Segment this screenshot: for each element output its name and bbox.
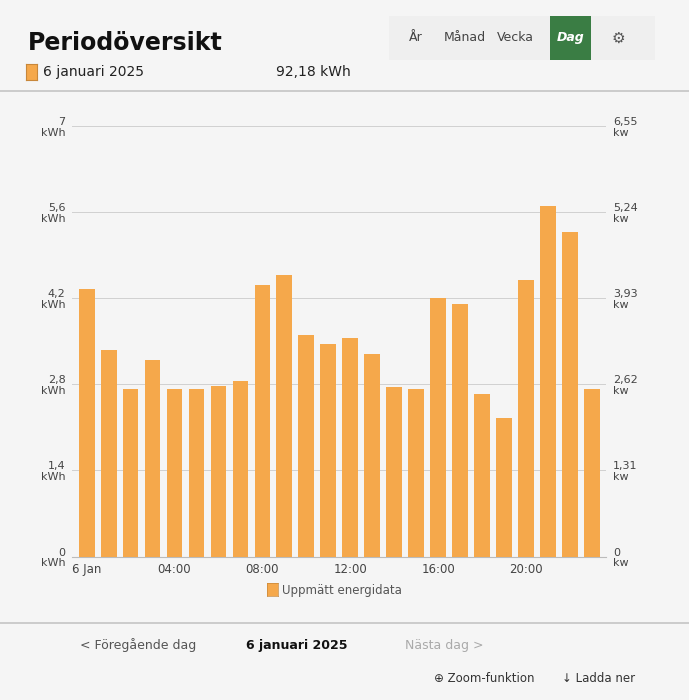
Bar	[211, 386, 227, 556]
Bar	[452, 304, 468, 556]
Bar	[342, 338, 358, 556]
Bar	[101, 351, 116, 556]
Text: Dag: Dag	[557, 32, 584, 44]
Text: 92,18 kWh: 92,18 kWh	[276, 65, 350, 79]
Bar	[145, 360, 161, 556]
Bar	[387, 387, 402, 556]
Text: År: År	[409, 32, 423, 44]
Bar	[584, 389, 600, 556]
Bar	[123, 389, 138, 556]
Bar	[496, 418, 512, 556]
Bar	[254, 285, 270, 556]
Text: Månad: Månad	[443, 32, 486, 44]
Text: < Föregående dag: < Föregående dag	[80, 638, 196, 652]
Bar	[431, 298, 446, 556]
Text: 6 januari 2025: 6 januari 2025	[245, 639, 347, 652]
Text: 6 januari 2025: 6 januari 2025	[43, 65, 144, 79]
Bar	[167, 389, 183, 556]
Bar	[518, 280, 534, 556]
Text: Uppmätt energidata: Uppmätt energidata	[282, 584, 402, 596]
Bar	[298, 335, 314, 556]
Bar	[320, 344, 336, 556]
Text: Vecka: Vecka	[497, 32, 534, 44]
Bar	[189, 389, 205, 556]
Text: ⚙: ⚙	[612, 30, 626, 46]
Text: Periodöversikt: Periodöversikt	[28, 32, 223, 55]
Bar	[79, 289, 94, 556]
Bar	[233, 382, 248, 556]
Text: Nästa dag >: Nästa dag >	[405, 639, 484, 652]
Bar	[364, 354, 380, 556]
Bar	[562, 232, 578, 556]
Bar	[540, 206, 556, 557]
Text: ↓ Ladda ner: ↓ Ladda ner	[562, 673, 635, 685]
Bar	[409, 389, 424, 556]
Bar	[474, 393, 490, 556]
Text: ⊕ Zoom-funktion: ⊕ Zoom-funktion	[434, 673, 535, 685]
Bar	[276, 275, 292, 556]
